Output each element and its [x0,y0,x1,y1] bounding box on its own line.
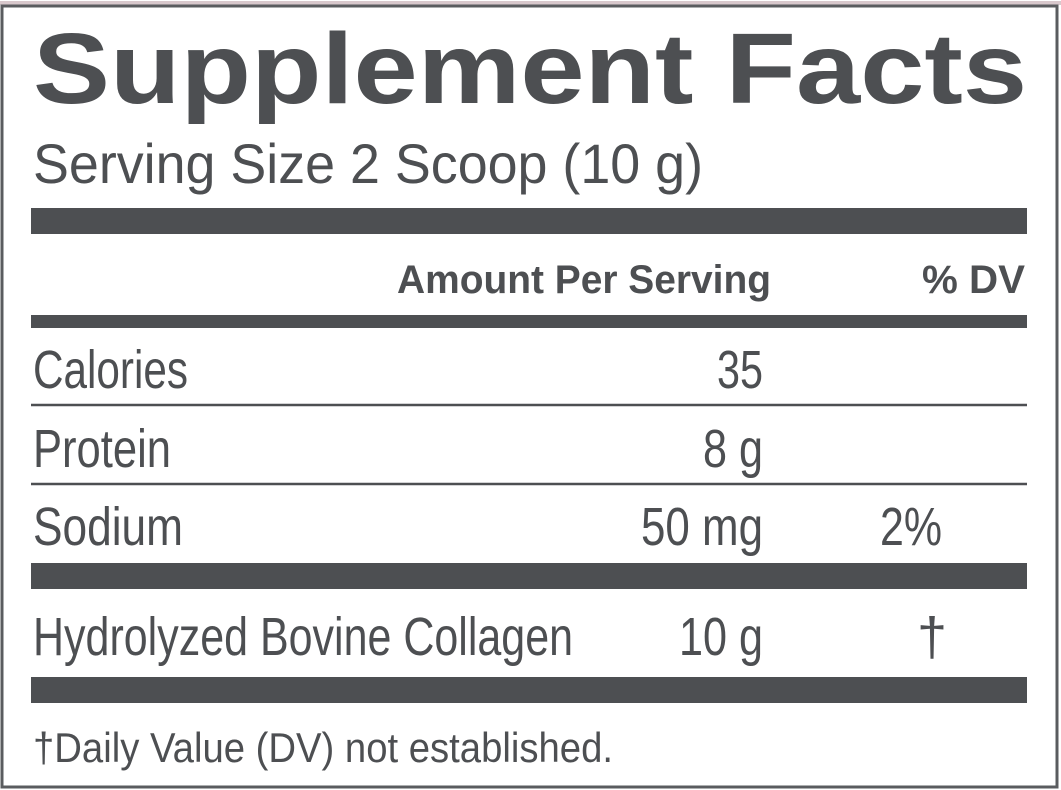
thick-rule [31,563,1027,589]
column-header: Amount Per Serving [397,258,771,302]
daily-value: 2% [880,497,942,557]
amount: 35 [717,340,763,400]
footnote: †Daily Value (DV) not established. [33,724,613,771]
amount: 8 g [703,419,763,479]
amount: 50 mg [641,497,763,557]
daily-value: † [917,607,947,667]
label-border [0,4,1059,789]
medium-rule [31,315,1027,328]
title: Supplement Facts [33,13,1027,125]
nutrient-name: Protein [33,419,171,479]
thick-rule [31,677,1027,703]
nutrient-name: Sodium [33,497,183,557]
serving-size: Serving Size 2 Scoop (10 g) [33,132,703,195]
nutrient-name: Hydrolyzed Bovine Collagen [33,607,573,667]
nutrient-name: Calories [33,340,188,400]
thick-rule [31,208,1027,234]
column-header: % DV [922,258,1025,302]
amount: 10 g [679,607,763,667]
